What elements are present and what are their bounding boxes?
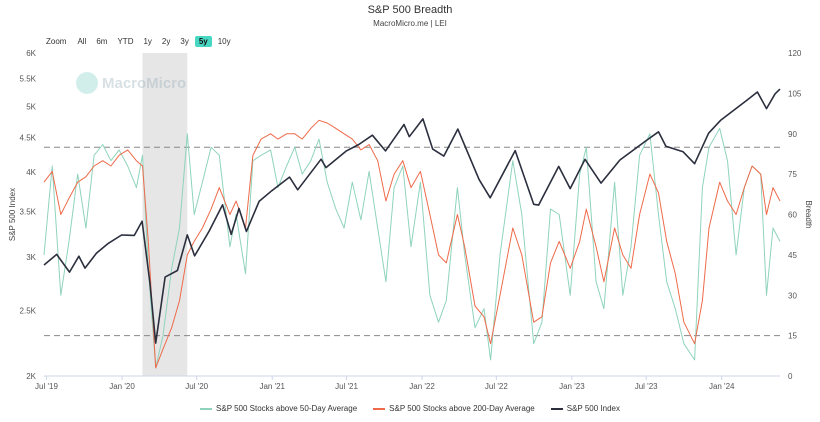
legend-swatch-above200 [373,407,386,410]
left-tick-label: 2K [26,372,36,381]
left-axis-title: S&P 500 Index [8,188,17,241]
zoom-5y-button[interactable]: 5y [194,35,212,47]
right-tick-label: 90 [788,130,797,139]
legend-item-above50[interactable]: S&P 500 Stocks above 50-Day Average [200,404,357,413]
legend-label-above200: S&P 500 Stocks above 200-Day Average [389,404,535,413]
x-tick-label: Jan '22 [409,382,435,391]
legend-item-above200[interactable]: S&P 500 Stocks above 200-Day Average [373,404,535,413]
watermark-text: MacroMicro [102,74,187,92]
legend-swatch-above50 [200,407,213,410]
left-tick-label: 2.5K [20,306,37,315]
zoom-label: Zoom [46,36,67,46]
left-tick-label: 4K [26,168,36,177]
zoom-ytd-button[interactable]: YTD [117,36,134,46]
x-tick-label: Jul '23 [635,382,658,391]
series-line-above50 [43,127,781,369]
right-tick-label: 75 [788,170,797,179]
zoom-3y-button[interactable]: 3y [180,36,189,46]
left-tick-label: 3K [26,253,36,262]
x-tick-label: Jan '21 [259,382,285,391]
left-tick-label: 3.5K [20,207,37,216]
series-line-above200 [43,119,781,369]
watermark-logo: MacroMicro [76,72,186,94]
zoom-1y-button[interactable]: 1y [143,36,152,46]
right-tick-label: 45 [788,251,797,260]
zoom-10y-button[interactable]: 10y [217,36,231,46]
chart-subtitle: MacroMicro.me | LEI [373,19,447,28]
right-tick-label: 105 [788,89,802,98]
chart-title: S&P 500 Breadth [367,4,453,16]
legend-label-above50: S&P 500 Stocks above 50-Day Average [216,404,358,413]
left-tick-label: 5K [26,103,36,112]
zoom-6m-button[interactable]: 6m [96,36,108,46]
right-tick-label: 0 [788,372,793,381]
right-tick-label: 60 [788,211,797,220]
chart-plot: 2K 2.5K 3K 3.5K 4K 4.5K 5K 5.5K 6K 0 15 30 45 60 75 90 1… [8,49,813,391]
right-tick-label: 120 [788,49,802,58]
zoom-2y-button[interactable]: 2y [161,36,171,46]
x-tick-label: Jan '24 [709,382,735,391]
legend: S&P 500 Stocks above 50-Day Average S&P … [0,404,820,413]
x-tick-label: Jul '22 [485,382,508,391]
left-tick-label: 4.5K [20,134,37,143]
x-tick-label: Jul '20 [185,382,208,391]
zoom-bar: Zoom All 6m YTD 1y 2y 3y 5y 10y [46,34,237,48]
legend-swatch-index [550,407,563,410]
x-tick-label: Jan '23 [559,382,585,391]
zoom-all-button[interactable]: All [77,36,87,46]
right-tick-label: 15 [788,332,797,341]
macromicro-logo-icon [76,72,98,94]
legend-label-index: S&P 500 Index [566,404,620,413]
right-axis-title: Breadth [804,200,813,228]
legend-item-index[interactable]: S&P 500 Index [550,404,620,413]
x-tick-label: Jul '19 [35,382,58,391]
left-tick-label: 6K [26,49,36,58]
x-tick-label: Jan '20 [109,382,135,391]
series-line-index [43,88,781,344]
right-tick-label: 30 [788,291,797,300]
left-tick-label: 5.5K [20,75,37,84]
x-tick-label: Jul '21 [335,382,358,391]
